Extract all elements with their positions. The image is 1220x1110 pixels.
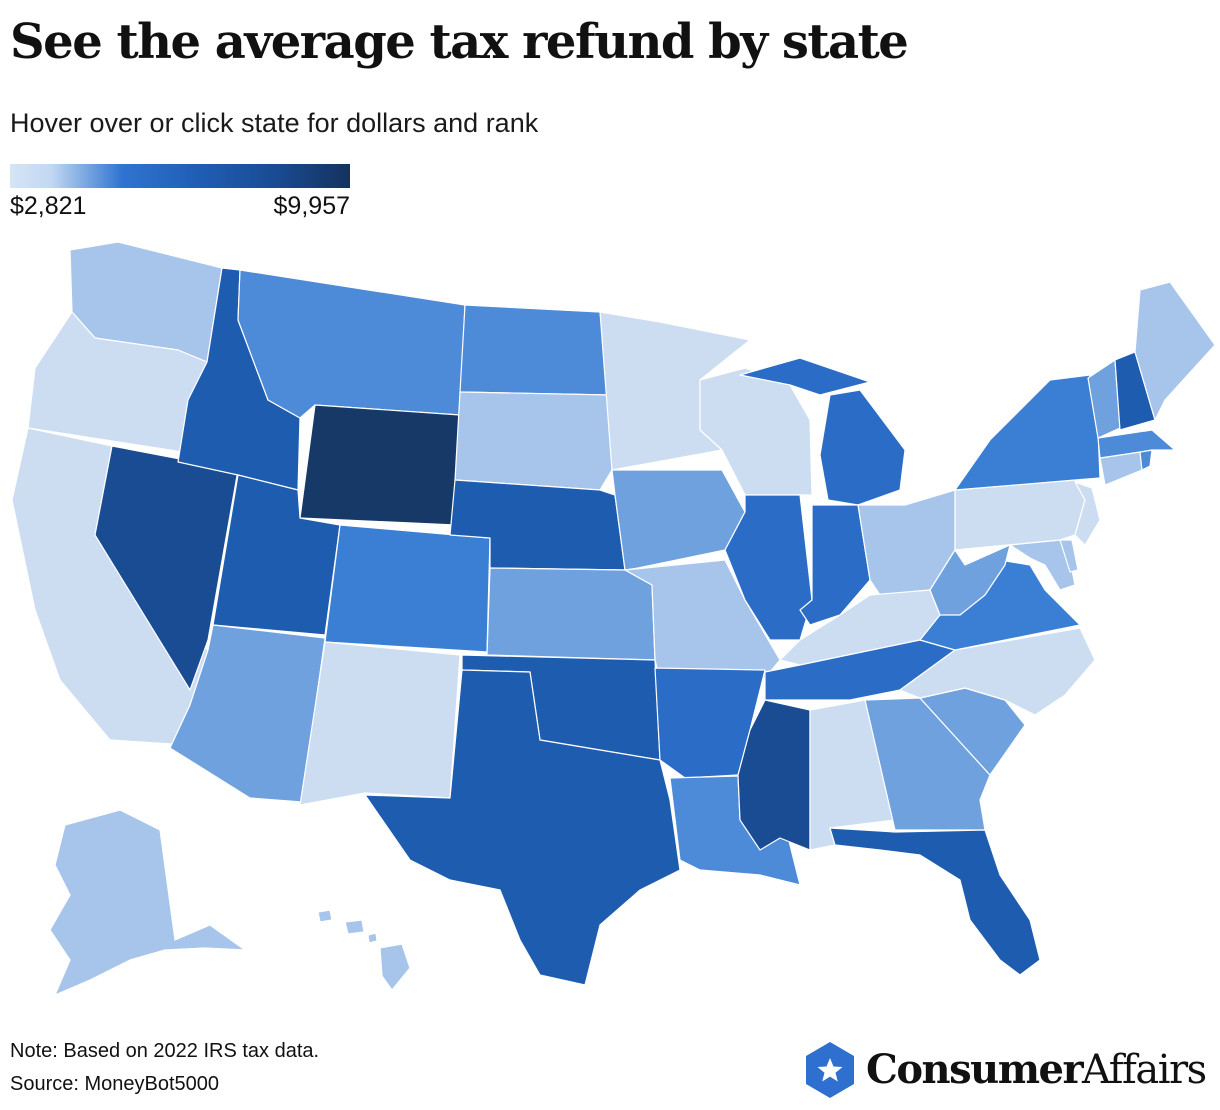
legend-gradient-bar — [10, 164, 350, 188]
state-west-virginia[interactable] — [929, 544, 1011, 616]
subtitle: Hover over or click state for dollars an… — [10, 108, 539, 138]
brand-name-part1: Consumer — [866, 1046, 1084, 1093]
state-michigan[interactable] — [739, 357, 906, 506]
star-badge-icon — [806, 1042, 854, 1098]
state-texas[interactable] — [364, 669, 681, 986]
state-maine[interactable] — [1134, 281, 1216, 421]
footer-note: Note: Based on 2022 IRS tax data. — [10, 1040, 320, 1062]
state-colorado[interactable] — [324, 524, 491, 653]
state-north-carolina[interactable] — [899, 627, 1096, 716]
state-new-york[interactable] — [954, 374, 1101, 491]
state-massachusetts[interactable] — [1097, 429, 1176, 459]
state-wyoming[interactable] — [299, 404, 461, 526]
us-map — [11, 241, 1216, 996]
state-alaska[interactable] — [49, 809, 246, 996]
state-iowa[interactable] — [611, 469, 746, 571]
state-south-dakota[interactable] — [454, 391, 613, 491]
state-kansas[interactable] — [486, 567, 656, 661]
state-new-mexico[interactable] — [299, 641, 461, 806]
page-title: See the average tax refund by state — [10, 14, 909, 70]
state-florida[interactable] — [829, 827, 1041, 976]
consumer-affairs-logo: ConsumerAffairs — [800, 1040, 1212, 1100]
state-montana[interactable] — [237, 269, 466, 419]
state-hawaii[interactable] — [317, 909, 411, 991]
state-delaware[interactable] — [1059, 539, 1079, 573]
footer-source: Source: MoneyBot5000 — [10, 1073, 220, 1095]
state-illinois[interactable] — [724, 494, 813, 641]
state-new-jersey[interactable] — [1074, 481, 1101, 546]
state-rhode-island[interactable] — [1139, 449, 1153, 471]
brand-wordmark: ConsumerAffairs — [866, 1046, 1207, 1093]
legend-min-label: $2,821 — [10, 192, 87, 220]
brand-name-part2: Affairs — [1082, 1047, 1207, 1093]
legend-max-label: $9,957 — [273, 192, 350, 220]
state-north-dakota[interactable] — [459, 304, 611, 396]
